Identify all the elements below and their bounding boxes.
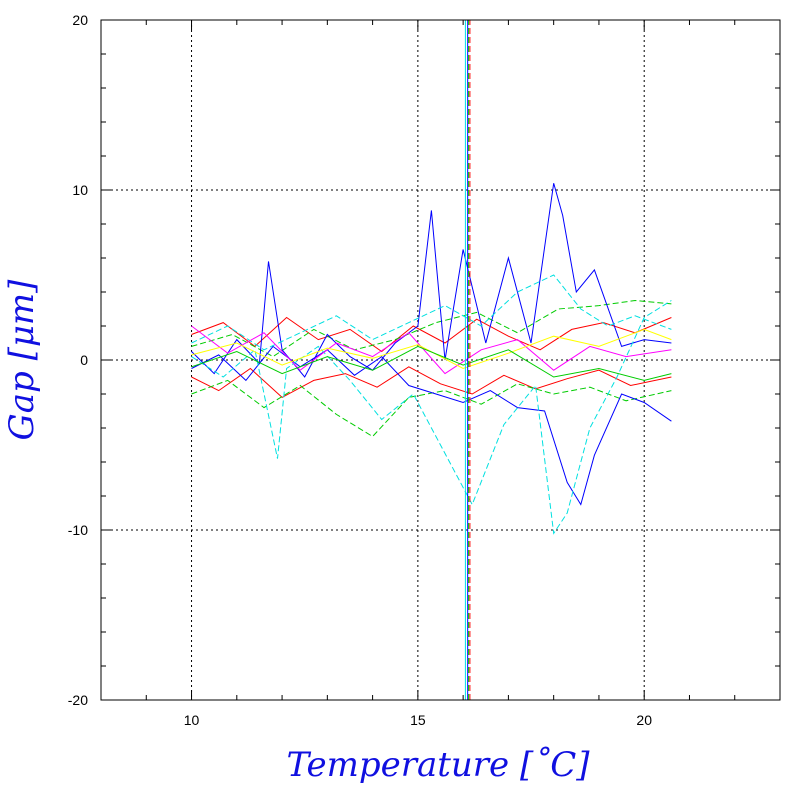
y-tick-label: 0 [80,352,88,368]
series-line [191,316,672,353]
axis-ticks [100,19,781,701]
x-axis-title: Temperature [˚C] [286,745,590,785]
series-line [191,328,672,370]
series-line [191,366,672,399]
series-line [191,345,672,381]
x-tick-label: 15 [410,712,426,728]
y-axis-title: Gap [μm] [2,279,42,441]
series-line [191,274,672,351]
series-line [191,345,672,506]
x-tick-label: 10 [184,712,200,728]
series-line [191,300,672,535]
y-tick-label: 10 [72,182,88,198]
y-tick-label: -10 [68,522,88,538]
series-line [191,299,672,358]
y-tick-labels: -20 -10 0 10 20 [68,12,88,708]
y-tick-label: -20 [68,692,88,708]
series-line [191,183,672,378]
x-tick-label: 20 [636,712,652,728]
x-tick-labels: 10 15 20 [184,712,652,728]
y-tick-label: 20 [72,12,88,28]
series-line [191,325,672,375]
series-line [191,379,672,438]
series-layer [191,20,672,700]
grid-lines [101,20,780,700]
